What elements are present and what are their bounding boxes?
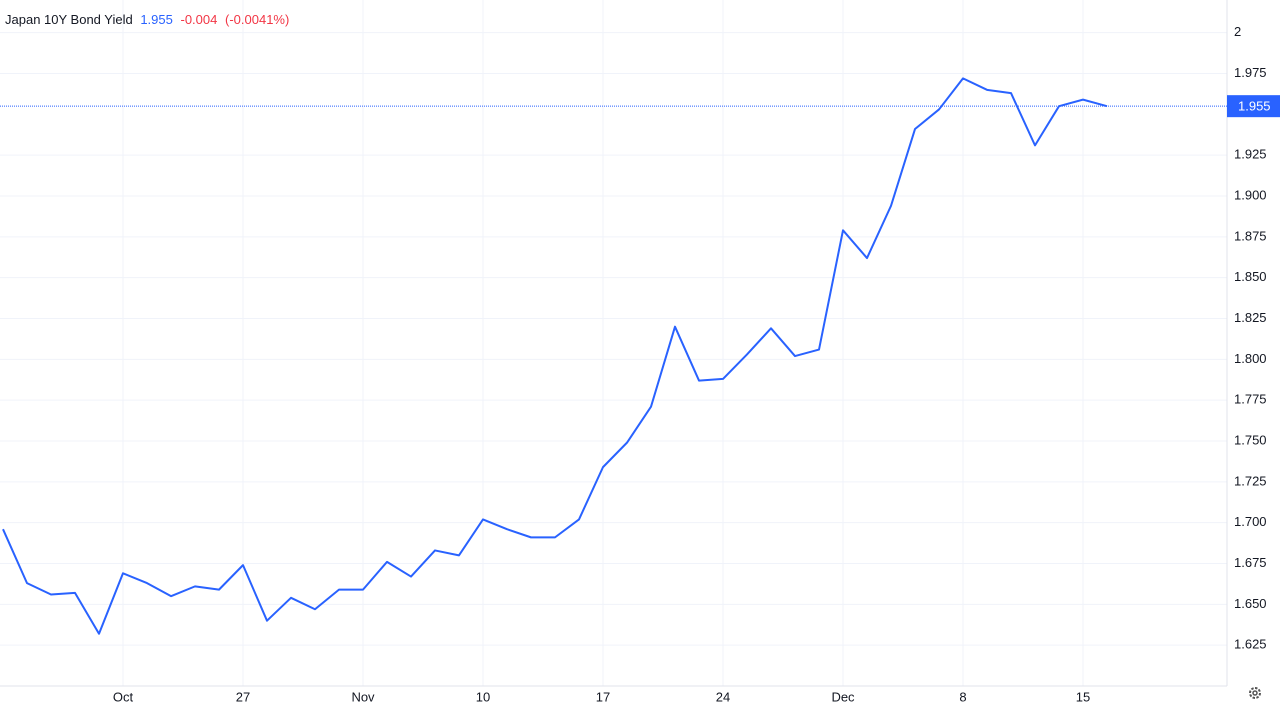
- plot: 2 1.975 1.925 1.900 1.875 1.850 1.825 1.800 1.77…: [0, 24, 1280, 704]
- header: Japan 10Y Bond Yield 1.955 -0.004 (-0.00…: [5, 12, 289, 27]
- y-tick-label: 1.675: [1234, 555, 1267, 570]
- y-tick-label: 1.825: [1234, 310, 1267, 325]
- price-badge-label: 1.955: [1238, 99, 1271, 114]
- y-tick-label: 1.800: [1234, 351, 1267, 366]
- price-badge: [1227, 95, 1280, 118]
- y-tick-label: 1.900: [1234, 187, 1267, 202]
- x-tick-label: 24: [716, 689, 730, 704]
- y-tick-label: 1.700: [1234, 514, 1267, 529]
- y-tick-label: 1.650: [1234, 596, 1267, 611]
- x-tick-label: 27: [236, 689, 250, 704]
- x-tick-label: Nov: [351, 689, 375, 704]
- y-tick-label: 1.775: [1234, 392, 1267, 407]
- y-tick-label: 1.925: [1234, 147, 1267, 162]
- x-tick-label: Dec: [831, 689, 855, 704]
- x-tick-label: 17: [596, 689, 610, 704]
- y-tick-label: 1.625: [1234, 637, 1267, 652]
- y-tick-label: 1.875: [1234, 228, 1267, 243]
- y-tick-label: 2: [1234, 24, 1241, 39]
- change-percent: (-0.0041%): [225, 12, 289, 27]
- grid: [0, 0, 1227, 686]
- y-tick-label: 1.750: [1234, 432, 1267, 447]
- last-value: 1.955: [140, 12, 173, 27]
- chart-title: Japan 10Y Bond Yield: [5, 12, 133, 27]
- change: -0.004: [181, 12, 218, 27]
- y-tick-label: 1.850: [1234, 269, 1267, 284]
- y-tick-label: 1.725: [1234, 473, 1267, 488]
- y-tick-label: 1.975: [1234, 65, 1267, 80]
- x-tick-label: 15: [1076, 689, 1090, 704]
- x-tick-label: Oct: [113, 689, 134, 704]
- x-tick-label: 10: [476, 689, 490, 704]
- line: [2, 77, 1108, 635]
- settings-icon[interactable]: [1249, 687, 1261, 699]
- x-tick-label: 8: [959, 689, 966, 704]
